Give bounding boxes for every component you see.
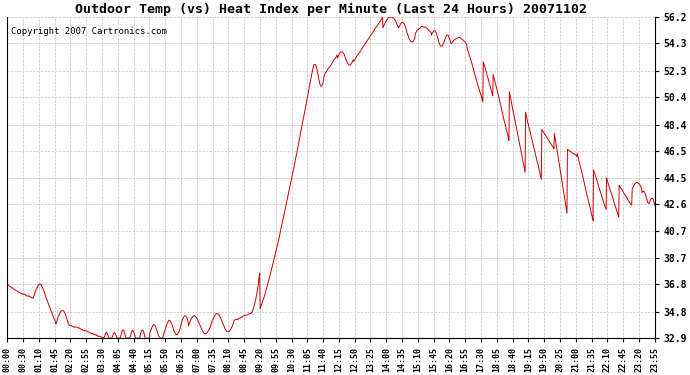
Text: Copyright 2007 Cartronics.com: Copyright 2007 Cartronics.com bbox=[10, 27, 166, 36]
Title: Outdoor Temp (vs) Heat Index per Minute (Last 24 Hours) 20071102: Outdoor Temp (vs) Heat Index per Minute … bbox=[75, 3, 587, 16]
